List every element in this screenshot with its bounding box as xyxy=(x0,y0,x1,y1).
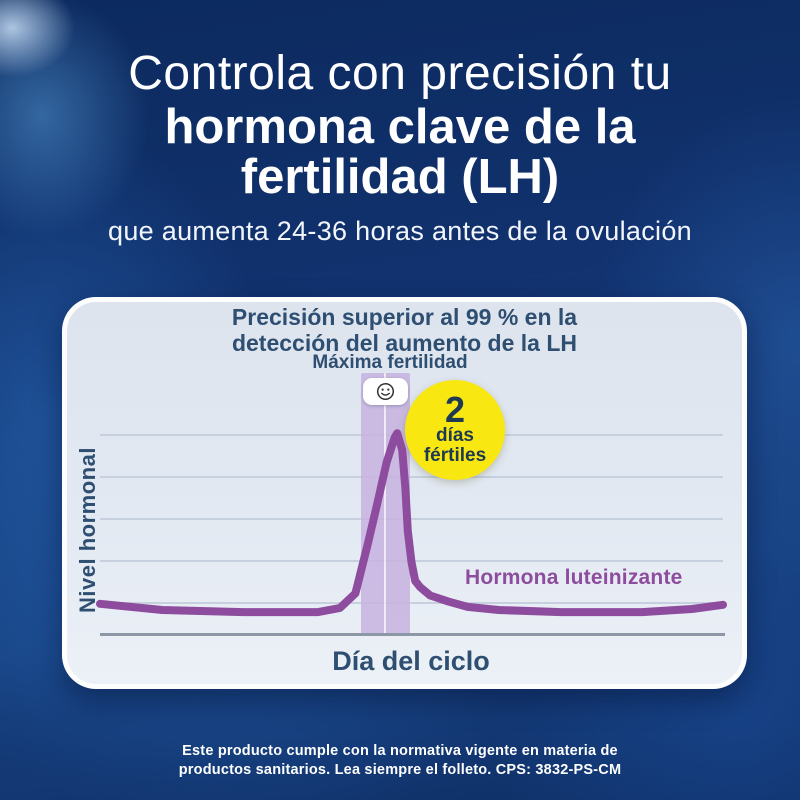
x-axis-label: Día del ciclo xyxy=(332,646,490,676)
footer-line1: Este producto cumple con la normativa vi… xyxy=(182,743,618,759)
series-label: Hormona luteinizante xyxy=(465,566,683,589)
peak-fertility-label: Máxima fertilidad xyxy=(312,352,468,373)
page-title-bold: hormona clave de la fertilidad (LH) xyxy=(0,102,800,202)
page-title-bold-line2: fertilidad (LH) xyxy=(240,150,560,204)
chart-title: Precisión superior al 99 % en la detecció… xyxy=(62,304,747,356)
fertile-days-line2: fértiles xyxy=(423,445,487,466)
gridline xyxy=(100,518,723,520)
fertile-days-number: 2 xyxy=(444,389,466,430)
chart-area: Precisión superior al 99 % en la detecció… xyxy=(62,297,747,689)
chart-card: Precisión superior al 99 % en la detecció… xyxy=(62,297,747,689)
smiley-face-icon xyxy=(376,382,395,401)
header: Controla con precisión tu hormona clave … xyxy=(0,48,800,247)
x-axis-line xyxy=(100,633,725,636)
chart-title-line1: Precisión superior al 99 % en la xyxy=(231,304,578,330)
gridline xyxy=(100,560,723,562)
page-title-light: Controla con precisión tu xyxy=(128,47,672,100)
y-axis-label: Nivel hormonal xyxy=(75,447,100,613)
gridline xyxy=(100,476,723,478)
footer-line2: productos sanitarios. Lea siempre el fol… xyxy=(178,762,622,778)
regulatory-footer: Este producto cumple con la normativa vi… xyxy=(0,742,800,780)
fertile-days-line1: días xyxy=(435,425,475,446)
smiley-badge xyxy=(363,378,408,405)
page-subtitle: que aumenta 24-36 horas antes de la ovul… xyxy=(108,216,692,246)
fertile-days-badge: 2 días fértiles xyxy=(405,380,505,480)
chart-title-line2: detección del aumento de la LH xyxy=(231,330,578,356)
gridline xyxy=(100,602,723,604)
page-title-bold-line1: hormona clave de la xyxy=(164,100,636,154)
fertile-window-band xyxy=(361,373,410,635)
